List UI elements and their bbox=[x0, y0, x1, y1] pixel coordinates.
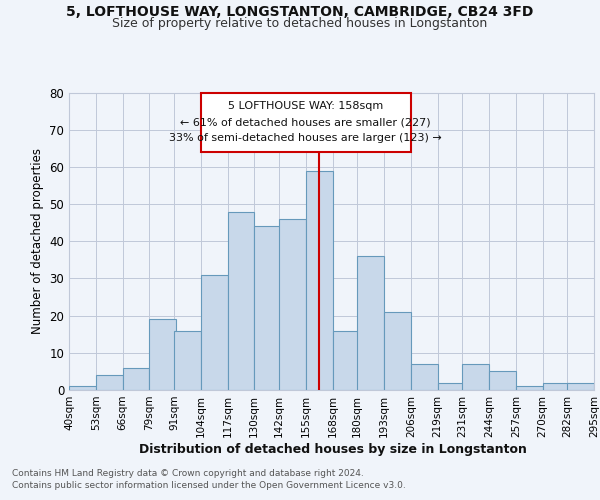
Bar bbox=[174, 330, 201, 390]
Bar bbox=[306, 170, 332, 390]
Bar bbox=[489, 372, 516, 390]
Bar bbox=[149, 320, 176, 390]
Text: 5, LOFTHOUSE WAY, LONGSTANTON, CAMBRIDGE, CB24 3FD: 5, LOFTHOUSE WAY, LONGSTANTON, CAMBRIDGE… bbox=[67, 5, 533, 19]
Text: ← 61% of detached houses are smaller (227): ← 61% of detached houses are smaller (22… bbox=[181, 117, 431, 127]
Bar bbox=[411, 364, 437, 390]
Text: Contains HM Land Registry data © Crown copyright and database right 2024.: Contains HM Land Registry data © Crown c… bbox=[12, 469, 364, 478]
Bar bbox=[254, 226, 281, 390]
Bar bbox=[384, 312, 411, 390]
Bar bbox=[96, 375, 122, 390]
Bar bbox=[122, 368, 149, 390]
Bar bbox=[462, 364, 489, 390]
FancyBboxPatch shape bbox=[201, 92, 411, 152]
Bar bbox=[332, 330, 359, 390]
Bar bbox=[516, 386, 542, 390]
Bar bbox=[542, 382, 569, 390]
Text: 5 LOFTHOUSE WAY: 158sqm: 5 LOFTHOUSE WAY: 158sqm bbox=[228, 101, 383, 111]
Bar bbox=[357, 256, 384, 390]
Text: 33% of semi-detached houses are larger (123) →: 33% of semi-detached houses are larger (… bbox=[169, 134, 442, 143]
Bar bbox=[279, 219, 306, 390]
Bar bbox=[201, 274, 227, 390]
Bar bbox=[227, 212, 254, 390]
Bar bbox=[69, 386, 96, 390]
Text: Distribution of detached houses by size in Longstanton: Distribution of detached houses by size … bbox=[139, 442, 527, 456]
Text: Size of property relative to detached houses in Longstanton: Size of property relative to detached ho… bbox=[112, 18, 488, 30]
Y-axis label: Number of detached properties: Number of detached properties bbox=[31, 148, 44, 334]
Bar bbox=[567, 382, 594, 390]
Bar bbox=[437, 382, 464, 390]
Text: Contains public sector information licensed under the Open Government Licence v3: Contains public sector information licen… bbox=[12, 481, 406, 490]
